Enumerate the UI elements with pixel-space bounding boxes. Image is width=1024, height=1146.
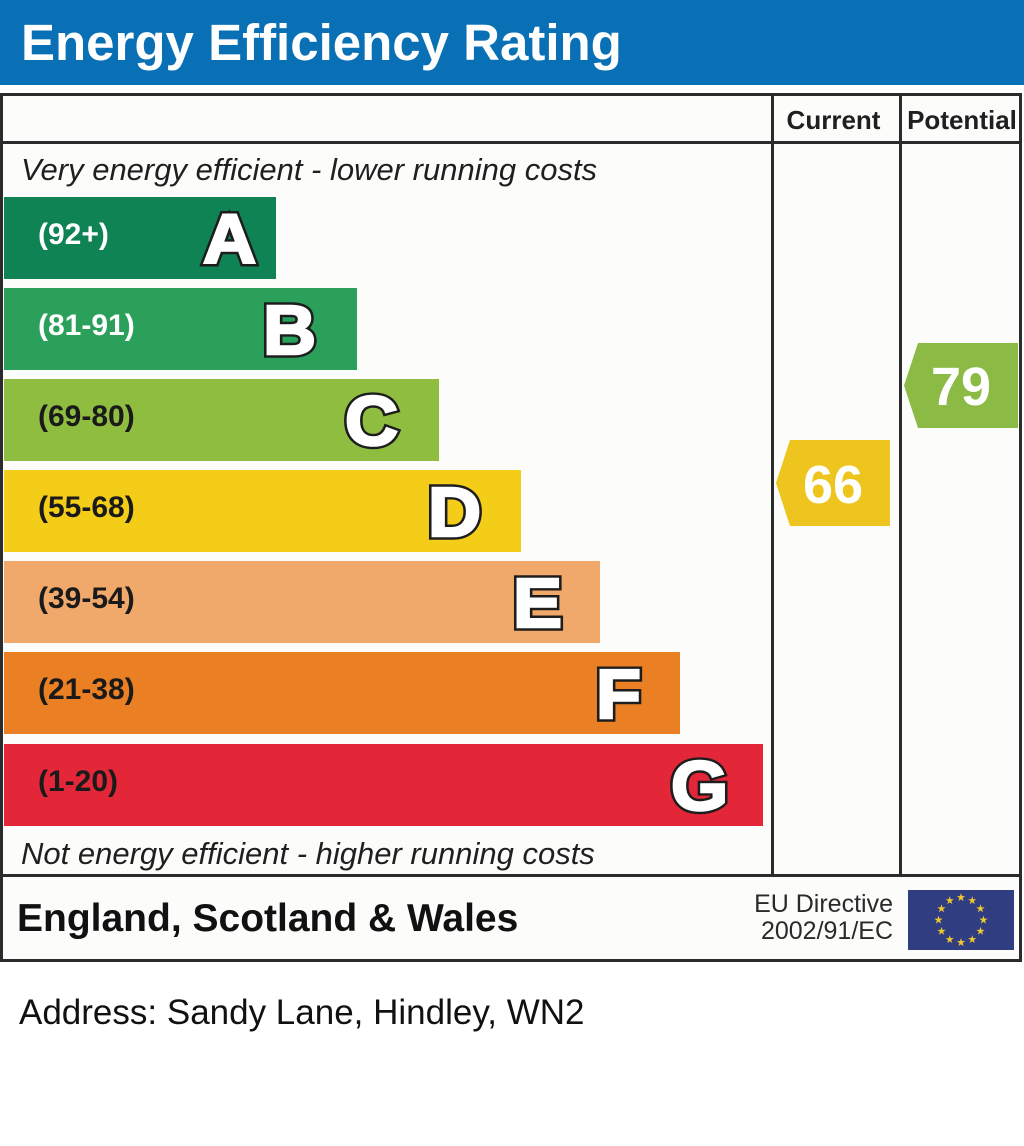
svg-text:79: 79: [931, 357, 991, 417]
svg-text:66: 66: [803, 455, 863, 515]
